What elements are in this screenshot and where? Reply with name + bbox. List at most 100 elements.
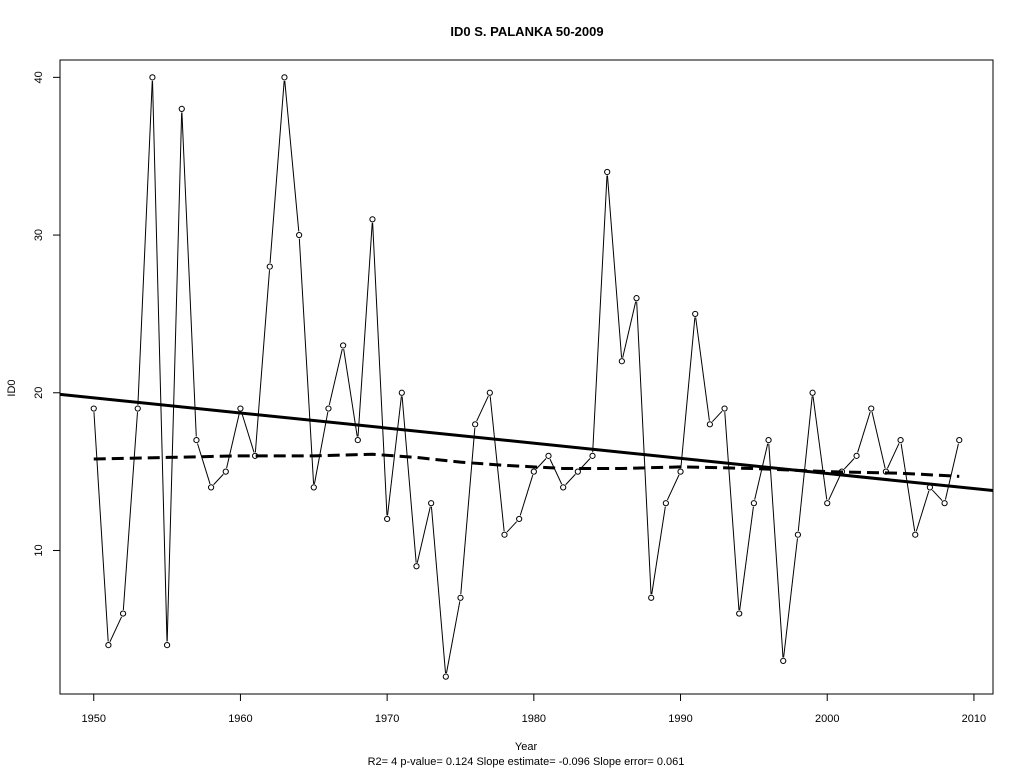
observed-segment — [372, 222, 388, 516]
observed-point — [868, 405, 875, 412]
observed-segment — [416, 506, 431, 563]
observed-point — [457, 594, 464, 601]
observed-point — [912, 531, 919, 538]
observed-point — [516, 515, 523, 523]
observed-point — [281, 74, 288, 81]
y-axis: 10 20 30 40 — [33, 71, 61, 557]
observed-point — [721, 405, 728, 412]
observed-segment — [768, 443, 784, 658]
observed-segment — [944, 443, 959, 500]
observed-point — [237, 405, 244, 412]
x-axis: 1950 1960 1970 1980 1990 2000 2010 — [81, 693, 986, 725]
stats-footer: R2= 4 p-value= 0.124 Slope estimate= -0.… — [368, 756, 685, 768]
observed-segment — [812, 396, 828, 500]
observed-point — [765, 436, 772, 444]
observed-segment — [549, 458, 563, 485]
x-tick-label: 1990 — [668, 713, 692, 725]
observed-point — [501, 531, 508, 538]
observed-segment — [606, 175, 623, 358]
observed-segment — [460, 427, 476, 595]
x-tick-label: 2000 — [815, 713, 839, 725]
observed-point — [780, 657, 787, 664]
observed-segment — [843, 458, 855, 470]
observed-segment — [343, 348, 358, 437]
observed-segment — [711, 410, 723, 423]
y-axis-label: ID0 — [6, 379, 18, 396]
plot-area — [60, 74, 993, 680]
observed-segment — [535, 458, 547, 470]
observed-point — [163, 642, 171, 649]
observed-segment — [166, 112, 183, 642]
observed-point — [310, 484, 317, 491]
observed-segment — [695, 317, 710, 421]
observed-segment — [387, 396, 402, 516]
observed-point — [574, 468, 581, 475]
observed-segment — [680, 317, 696, 469]
observed-point — [428, 500, 435, 507]
observed-point — [530, 468, 537, 475]
observed-segment — [137, 80, 153, 405]
observed-point — [296, 231, 303, 239]
observed-segment — [636, 301, 652, 595]
observed-point — [207, 484, 215, 491]
observed-point — [677, 468, 684, 475]
observed-segment — [109, 616, 123, 643]
observed-segment — [871, 411, 886, 469]
observed-segment — [254, 270, 270, 453]
observed-point — [633, 295, 640, 302]
observed-segment — [828, 474, 841, 501]
observed-point — [692, 310, 699, 318]
observed-segment — [724, 412, 740, 611]
y-tick-label: 30 — [33, 229, 45, 241]
observed-point — [134, 405, 141, 412]
observed-segment — [269, 80, 285, 264]
observed-point — [794, 531, 801, 538]
observed-point — [824, 500, 831, 507]
observed-segment — [476, 395, 489, 422]
observed-segment — [298, 238, 315, 484]
observed-segment — [754, 443, 769, 500]
observed-segment — [651, 506, 666, 595]
observed-point — [384, 515, 391, 523]
observed-point — [853, 452, 860, 459]
observed-point — [662, 500, 669, 507]
observed-point — [369, 216, 376, 223]
observed-segment — [915, 490, 930, 532]
observed-segment — [900, 443, 916, 532]
observed-segment — [519, 474, 534, 516]
observed-segment — [592, 175, 608, 453]
observed-segment — [666, 474, 680, 501]
y-tick-label: 20 — [33, 387, 45, 399]
observed-segment — [213, 473, 224, 486]
observed-segment — [241, 411, 255, 453]
observed-segment — [565, 473, 576, 486]
observed-point — [618, 358, 625, 365]
observed-segment — [739, 506, 754, 611]
observed-point — [472, 421, 479, 428]
observed-segment — [152, 80, 168, 642]
trend-line — [60, 392, 993, 493]
observed-point — [956, 436, 963, 444]
observed-point — [545, 452, 552, 459]
observed-point — [736, 610, 743, 617]
observed-point — [193, 436, 200, 444]
observed-point — [706, 421, 713, 428]
observed-segment — [284, 80, 300, 232]
x-tick-label: 1980 — [522, 713, 546, 725]
observed-segment — [226, 411, 241, 469]
observed-point — [325, 405, 332, 412]
observed-point — [589, 452, 596, 459]
observed-point — [750, 500, 757, 507]
observed-segment — [886, 443, 900, 469]
observed-point — [398, 389, 405, 396]
series-layer — [60, 74, 993, 680]
observed-point — [222, 468, 229, 475]
y-tick-label: 10 — [33, 544, 45, 556]
smooth-line — [93, 452, 960, 478]
observed-point — [105, 642, 112, 649]
observed-segment — [445, 601, 461, 674]
observed-point — [149, 74, 156, 81]
observed-point — [340, 342, 347, 349]
